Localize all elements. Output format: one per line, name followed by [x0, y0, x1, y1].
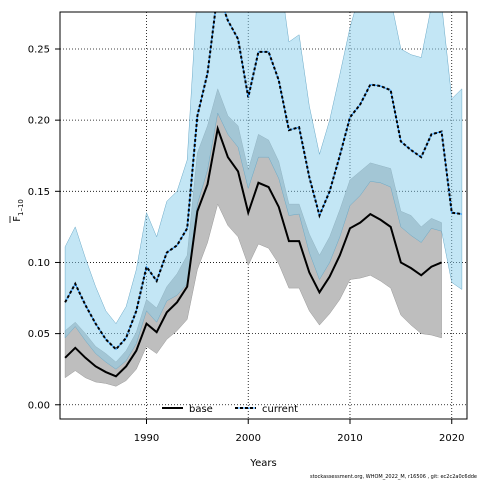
legend-base-label: base: [189, 404, 213, 415]
y-axis-title-subscript: 1–10: [17, 199, 25, 216]
current-line-accent: [64, 12, 462, 350]
y-tick-label-1: 0.05: [28, 329, 50, 340]
y-tick-label-3: 0.15: [28, 187, 50, 198]
confidence-bands: [64, 12, 463, 387]
x-tick-label-1990: 1990: [134, 433, 159, 444]
series-lines: [64, 12, 463, 378]
x-tick-label-2020: 2020: [439, 433, 464, 444]
y-tick-label-5: 0.25: [28, 45, 50, 56]
x-tick-label-2010: 2010: [337, 433, 362, 444]
legend: base current: [162, 404, 298, 415]
plot-frame: [59, 11, 468, 420]
x-axis-ticks: 1990 2000 2010 2020: [134, 419, 464, 444]
current-line: [64, 12, 463, 351]
y-axis-title-main: F: [12, 216, 23, 222]
legend-current-label: current: [262, 404, 298, 415]
base-line: [64, 124, 442, 378]
y-axis-title: F 1–10: [9, 199, 25, 223]
footer-note: stockassessment.org, WHOM_2022_M, r16506…: [310, 474, 477, 480]
y-tick-label-4: 0.20: [28, 116, 50, 127]
x-axis-title: Years: [249, 458, 276, 469]
y-tick-label-0: 0.00: [28, 400, 50, 411]
y-axis-ticks: 0.00 0.05 0.10 0.15 0.20 0.25: [28, 45, 60, 411]
x-tick-label-2000: 2000: [236, 433, 261, 444]
y-tick-label-2: 0.10: [28, 258, 50, 269]
